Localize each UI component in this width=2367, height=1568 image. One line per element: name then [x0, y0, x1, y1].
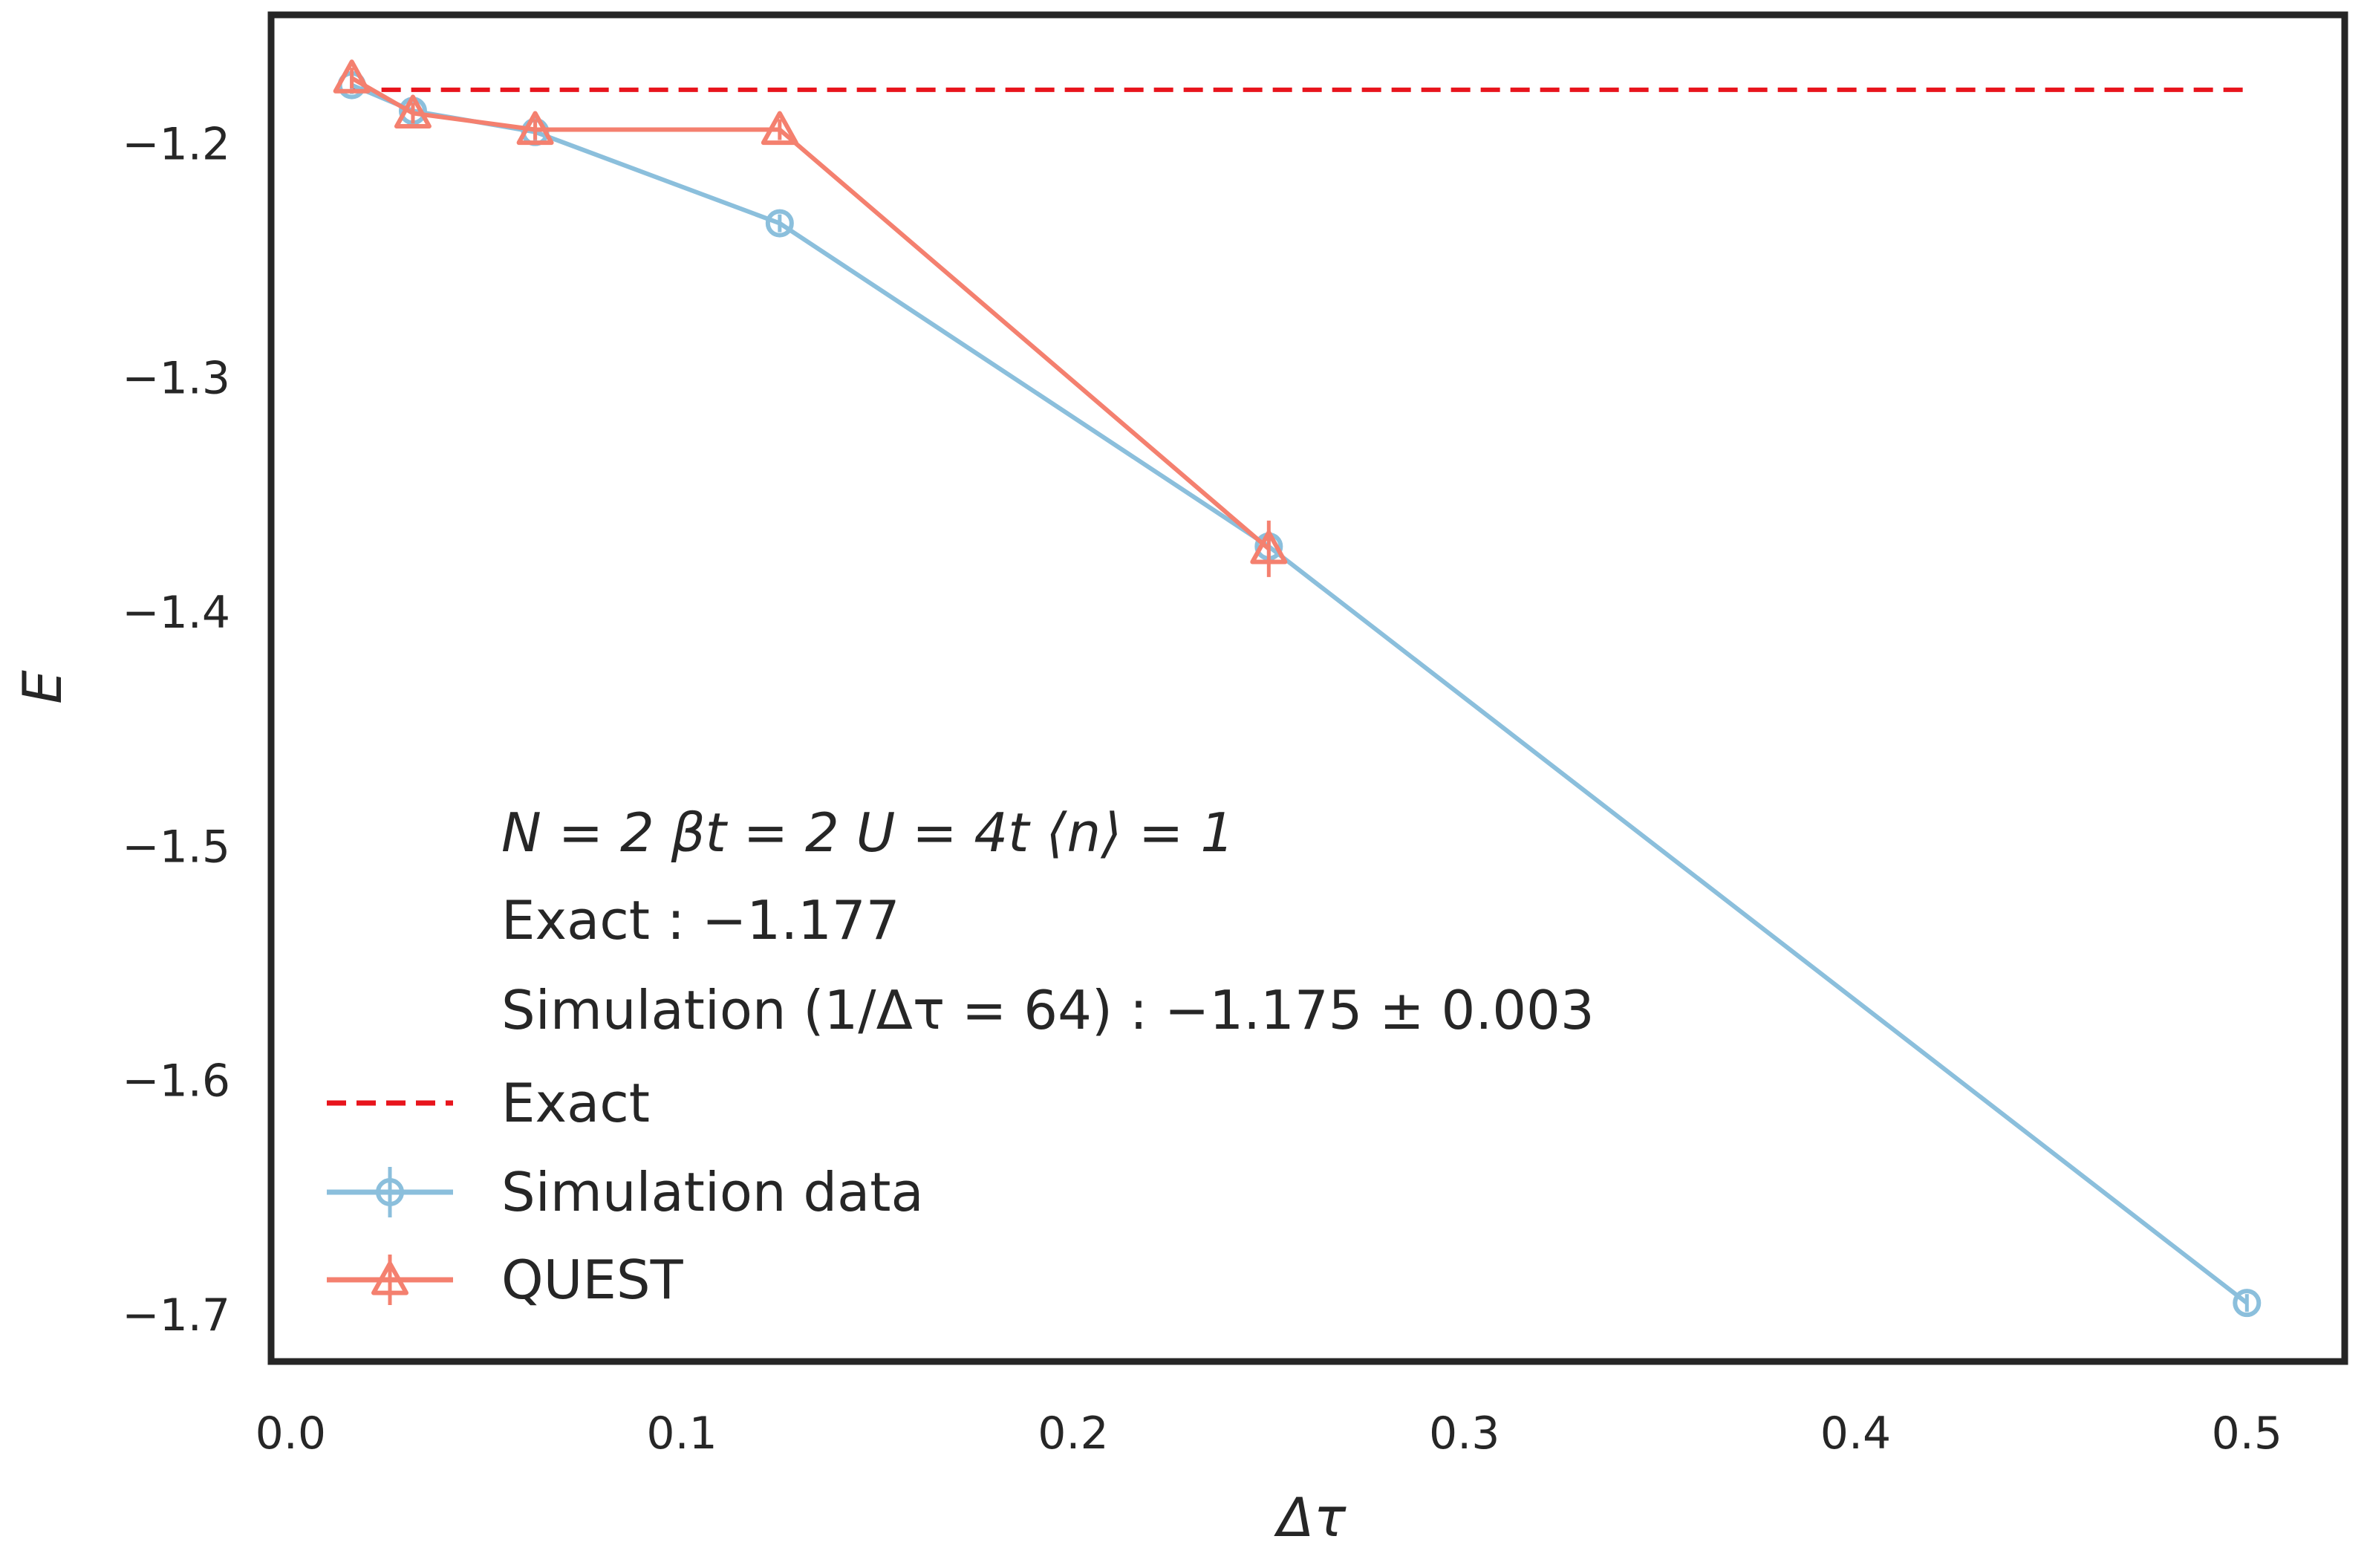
x-tick-label: 0.4	[1820, 1408, 1891, 1460]
x-tick-label: 0.5	[2212, 1408, 2282, 1460]
triangle-marker	[761, 111, 798, 146]
legend-label: QUEST	[501, 1249, 684, 1311]
legend-label: Exact	[501, 1072, 650, 1134]
y-tick-label: −1.4	[122, 587, 230, 639]
circle-marker	[376, 1178, 404, 1206]
circle-marker	[2233, 1289, 2262, 1318]
y-axis-label: E	[11, 670, 74, 704]
series-line	[351, 76, 1271, 551]
annotation-params: N = 2 βt = 2 U = 4t ⟨n⟩ = 1	[501, 801, 1234, 864]
triangle-marker	[516, 111, 554, 146]
y-tick-label: −1.2	[122, 118, 230, 170]
triangle-marker	[394, 94, 432, 129]
annotation-simulation: Simulation (1/Δτ = 64) : −1.175 ± 0.003	[501, 979, 1595, 1041]
y-axis-ticks: −1.2 −1.3 −1.4 −1.5 −1.6 −1.7	[122, 118, 230, 1341]
series-quest	[333, 59, 1288, 577]
x-axis-label: Δτ	[1274, 1486, 1347, 1549]
y-tick-label: −1.3	[122, 353, 230, 405]
x-tick-label: 0.2	[1038, 1408, 1108, 1460]
legend-label: Simulation data	[501, 1161, 924, 1223]
legend: Exact Simulation data QUEST	[327, 1072, 924, 1311]
x-tick-label: 0.0	[255, 1408, 326, 1460]
triangle-marker	[333, 59, 371, 94]
x-axis-ticks: 0.0 0.1 0.2 0.3 0.4 0.5	[255, 1408, 2282, 1460]
x-tick-label: 0.1	[646, 1408, 717, 1460]
circle-marker	[765, 209, 794, 238]
y-tick-label: −1.6	[122, 1055, 230, 1107]
plot-area	[333, 59, 2262, 1318]
legend-entry: Exact	[327, 1072, 650, 1134]
legend-entry: Simulation data	[327, 1161, 924, 1223]
triangle-marker	[371, 1261, 408, 1295]
triangle-marker	[1250, 530, 1288, 565]
x-tick-label: 0.3	[1429, 1408, 1500, 1460]
y-tick-label: −1.7	[122, 1289, 230, 1341]
annotation-block: N = 2 βt = 2 U = 4t ⟨n⟩ = 1 Exact : −1.1…	[501, 801, 1595, 1041]
annotation-exact: Exact : −1.177	[501, 889, 900, 951]
axes-frame	[267, 11, 2348, 1365]
legend-entry: QUEST	[327, 1249, 684, 1311]
y-tick-label: −1.5	[122, 821, 230, 873]
